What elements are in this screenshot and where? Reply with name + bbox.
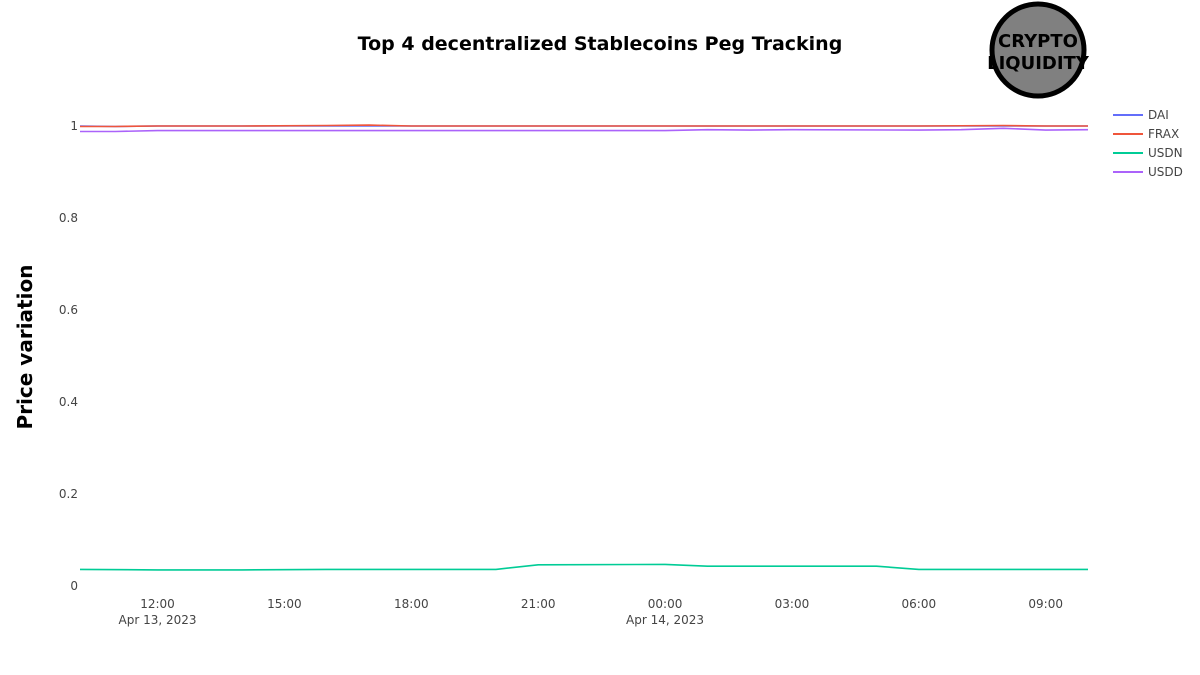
series-lines <box>79 124 1089 571</box>
series-line-frax <box>80 124 1088 128</box>
x-tick-label: 15:00 <box>267 597 302 611</box>
legend-label-dai[interactable]: DAI <box>1148 108 1169 122</box>
x-tick-label: 12:00 <box>140 597 175 611</box>
y-tick-label: 0.4 <box>59 395 78 409</box>
legend-label-usdn[interactable]: USDN <box>1148 146 1183 160</box>
logo-line1: CRYPTO <box>998 31 1078 52</box>
y-axis-label: Price variation <box>13 265 37 430</box>
x-tick-label: 03:00 <box>775 597 810 611</box>
legend[interactable]: DAI FRAX USDN USDD <box>1113 108 1183 179</box>
x-axis-ticks: 12:00 Apr 13, 2023 15:00 18:00 21:00 00:00 Apr… <box>119 597 1063 627</box>
series-line-usdn <box>79 563 1088 571</box>
x-tick-label: 06:00 <box>902 597 937 611</box>
logo-badge <box>989 1 1087 99</box>
x-tick-date-label: Apr 14, 2023 <box>626 613 704 627</box>
logo-line2: LIQUIDITY <box>987 53 1090 74</box>
y-tick-label: 0 <box>70 579 78 593</box>
y-tick-label: 0.2 <box>59 487 78 501</box>
y-tick-label: 1 <box>70 119 78 133</box>
legend-label-usdd[interactable]: USDD <box>1148 165 1183 179</box>
y-tick-label: 0.8 <box>59 211 78 225</box>
legend-label-frax[interactable]: FRAX <box>1148 127 1179 141</box>
x-tick-label: 18:00 <box>394 597 429 611</box>
y-axis-ticks: 0 0.2 0.4 0.6 0.8 1 <box>59 119 78 593</box>
x-tick-label: 21:00 <box>521 597 556 611</box>
chart-title: Top 4 decentralized Stablecoins Peg Trac… <box>358 33 843 55</box>
x-tick-label: 00:00 <box>648 597 683 611</box>
crypto-liquidity-logo: CRYPTO LIQUIDITY <box>987 1 1090 99</box>
y-tick-label: 0.6 <box>59 303 78 317</box>
x-tick-label: 09:00 <box>1028 597 1063 611</box>
x-tick-date-label: Apr 13, 2023 <box>119 613 197 627</box>
series-line-usdd <box>80 127 1089 133</box>
